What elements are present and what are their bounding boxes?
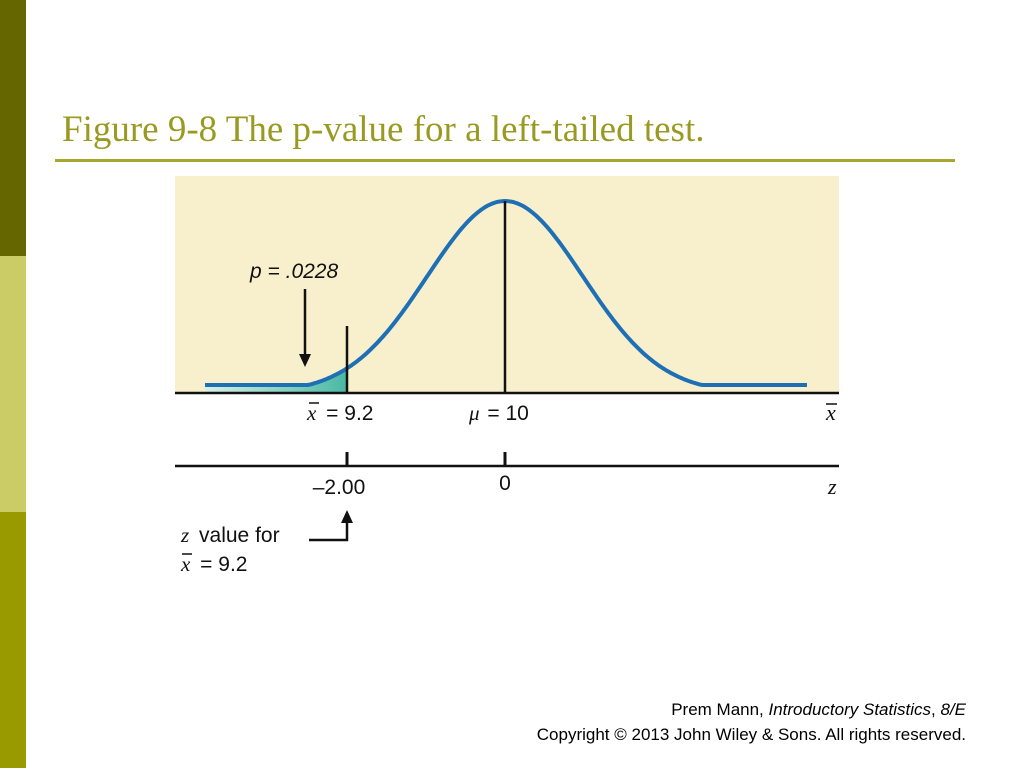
sidebar-accent-middle (0, 256, 26, 512)
p-arrow-head (299, 354, 311, 367)
z-tick-center-label: 0 (499, 472, 511, 495)
z-value-arrow-shaft (309, 523, 349, 542)
z-value-label-line1: z value for (180, 523, 280, 547)
xbar-symbol: x (306, 401, 317, 425)
sidebar-accent-top (0, 0, 26, 256)
title-underline (55, 159, 955, 162)
mu-label: μ = 10 (468, 401, 529, 425)
sidebar-accent-bottom (0, 512, 26, 768)
copyright-line: Copyright © 2013 John Wiley & Sons. All … (536, 725, 966, 744)
citation-line: Prem Mann, Introductory Statistics, 8/E (671, 700, 966, 719)
slide-title: Figure 9-8 The p-value for a left-tailed… (62, 109, 705, 150)
chart-panel-lower (175, 393, 839, 576)
normal-distribution-figure: p = .0228 x = 9.2 μ = 10 x –2.00 0 z z v… (175, 176, 839, 576)
chart-panel (175, 176, 839, 393)
slide-footer: Prem Mann, Introductory Statistics, 8/E … (537, 697, 966, 747)
z-value-label-line2: x = 9.2 (180, 552, 247, 576)
p-value-label: p = .0228 (249, 260, 338, 283)
xbar-observed-label: x = 9.2 (306, 401, 373, 425)
z-tick-left-label: –2.00 (313, 476, 366, 499)
xbar-axis-label: x (825, 400, 836, 425)
z-axis-label: z (827, 474, 837, 499)
z-value-arrow-head (341, 510, 353, 523)
